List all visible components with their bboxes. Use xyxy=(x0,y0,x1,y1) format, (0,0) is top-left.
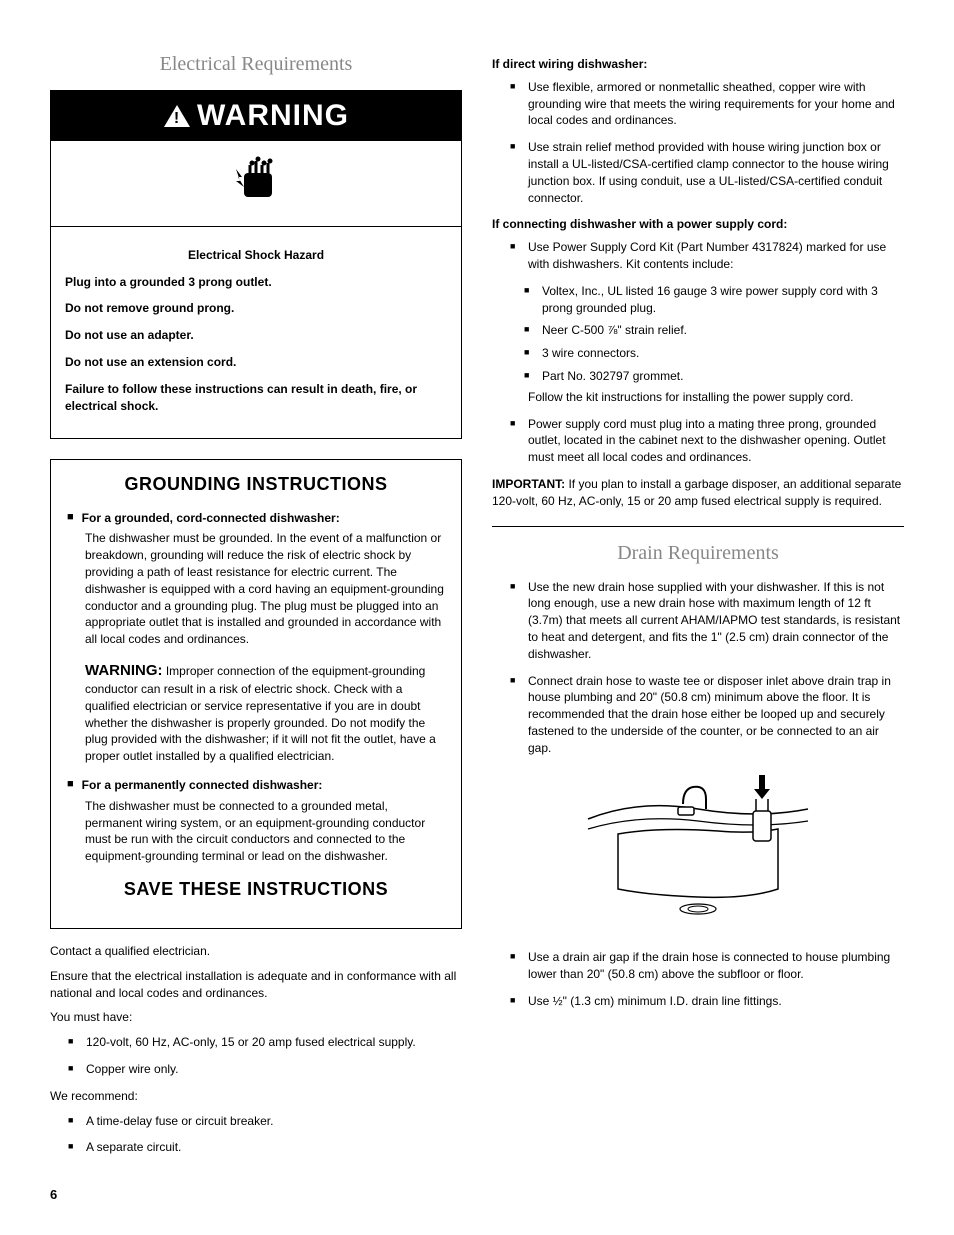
list-item: Voltex, Inc., UL listed 16 gauge 3 wire … xyxy=(524,283,904,317)
list-item: Use Power Supply Cord Kit (Part Number 4… xyxy=(510,239,904,273)
warning-banner: ! WARNING xyxy=(51,91,461,141)
shock-hazard-icon xyxy=(51,141,461,227)
list-item: Copper wire only. xyxy=(68,1061,462,1078)
kit-contents-list: Voltex, Inc., UL listed 16 gauge 3 wire … xyxy=(524,283,904,385)
grounding-instructions-box: GROUNDING INSTRUCTIONS ■ For a grounded,… xyxy=(50,459,462,929)
page-number: 6 xyxy=(50,1186,904,1204)
square-bullet-icon: ■ xyxy=(67,510,74,527)
list-item: Use a drain air gap if the drain hose is… xyxy=(510,949,904,983)
direct-wiring-list: Use flexible, armored or nonmetallic she… xyxy=(510,79,904,207)
grounding-item-2-body: The dishwasher must be connected to a gr… xyxy=(85,798,445,865)
hazard-line: Plug into a grounded 3 prong outlet. xyxy=(65,274,447,291)
important-label: IMPORTANT: xyxy=(492,477,565,491)
list-item: Connect drain hose to waste tee or dispo… xyxy=(510,673,904,757)
drain-requirements-title: Drain Requirements xyxy=(492,539,904,567)
hazard-line: Do not remove ground prong. xyxy=(65,300,447,317)
contact-electrician: Contact a qualified electrician. xyxy=(50,943,462,960)
list-item: Power supply cord must plug into a matin… xyxy=(510,416,904,466)
grounding-heading: GROUNDING INSTRUCTIONS xyxy=(67,472,445,497)
grounding-item-2-label: ■ For a permanently connected dishwasher… xyxy=(67,777,445,794)
list-item: Use ½" (1.3 cm) minimum I.D. drain line … xyxy=(510,993,904,1010)
grounding-item-1-label-text: For a grounded, cord-connected dishwashe… xyxy=(82,510,340,527)
section-divider xyxy=(492,526,904,527)
sink-drain-diagram xyxy=(492,769,904,934)
list-item: 3 wire connectors. xyxy=(524,345,904,362)
important-paragraph: IMPORTANT: If you plan to install a garb… xyxy=(492,476,904,510)
right-column: If direct wiring dishwasher: Use flexibl… xyxy=(492,50,904,1166)
square-bullet-icon: ■ xyxy=(67,777,74,794)
drain-list-top: Use the new drain hose supplied with you… xyxy=(510,579,904,757)
must-have-label: You must have: xyxy=(50,1009,462,1026)
warning-inline-label: WARNING: xyxy=(85,662,163,679)
list-item: 120-volt, 60 Hz, AC-only, 15 or 20 amp f… xyxy=(68,1034,462,1051)
list-item: Neer C-500 ⅞" strain relief. xyxy=(524,322,904,339)
direct-wiring-head: If direct wiring dishwasher: xyxy=(492,56,904,73)
warning-triangle-icon: ! xyxy=(163,104,191,128)
warning-inline-paragraph: WARNING: Improper connection of the equi… xyxy=(85,660,445,765)
ensure-installation: Ensure that the electrical installation … xyxy=(50,968,462,1002)
power-cord-head: If connecting dishwasher with a power su… xyxy=(492,216,904,233)
grounding-item-2-label-text: For a permanently connected dishwasher: xyxy=(82,777,323,794)
must-have-list: 120-volt, 60 Hz, AC-only, 15 or 20 amp f… xyxy=(68,1034,462,1078)
grounding-item-1-label: ■ For a grounded, cord-connected dishwas… xyxy=(67,510,445,527)
hazard-line: Failure to follow these instructions can… xyxy=(65,381,447,415)
drain-list-bottom: Use a drain air gap if the drain hose is… xyxy=(510,949,904,1009)
warning-box-content: Electrical Shock Hazard Plug into a grou… xyxy=(51,237,461,439)
svg-text:!: ! xyxy=(174,110,180,127)
power-cord-list-2: Power supply cord must plug into a matin… xyxy=(510,416,904,466)
grounding-item-1-body: The dishwasher must be grounded. In the … xyxy=(85,530,445,648)
power-cord-list: Use Power Supply Cord Kit (Part Number 4… xyxy=(510,239,904,273)
recommend-label: We recommend: xyxy=(50,1088,462,1105)
list-item: A separate circuit. xyxy=(68,1139,462,1156)
left-column: Electrical Requirements ! WARNING xyxy=(50,50,462,1166)
hazard-line: Do not use an extension cord. xyxy=(65,354,447,371)
list-item: A time-delay fuse or circuit breaker. xyxy=(68,1113,462,1130)
kit-follow-note: Follow the kit instructions for installi… xyxy=(528,389,904,406)
warning-banner-text: WARNING xyxy=(197,95,349,137)
save-instructions-heading: SAVE THESE INSTRUCTIONS xyxy=(67,877,445,902)
electrical-requirements-title: Electrical Requirements xyxy=(50,50,462,78)
list-item: Use the new drain hose supplied with you… xyxy=(510,579,904,663)
list-item: Part No. 302797 grommet. xyxy=(524,368,904,385)
two-column-layout: Electrical Requirements ! WARNING xyxy=(50,50,904,1166)
list-item: Use strain relief method provided with h… xyxy=(510,139,904,206)
hazard-line: Do not use an adapter. xyxy=(65,327,447,344)
hazard-title: Electrical Shock Hazard xyxy=(65,247,447,264)
warning-box: ! WARNING Electrical Shock Hazard Plug i… xyxy=(50,90,462,439)
list-item: Use flexible, armored or nonmetallic she… xyxy=(510,79,904,129)
recommend-list: A time-delay fuse or circuit breaker. A … xyxy=(68,1113,462,1157)
